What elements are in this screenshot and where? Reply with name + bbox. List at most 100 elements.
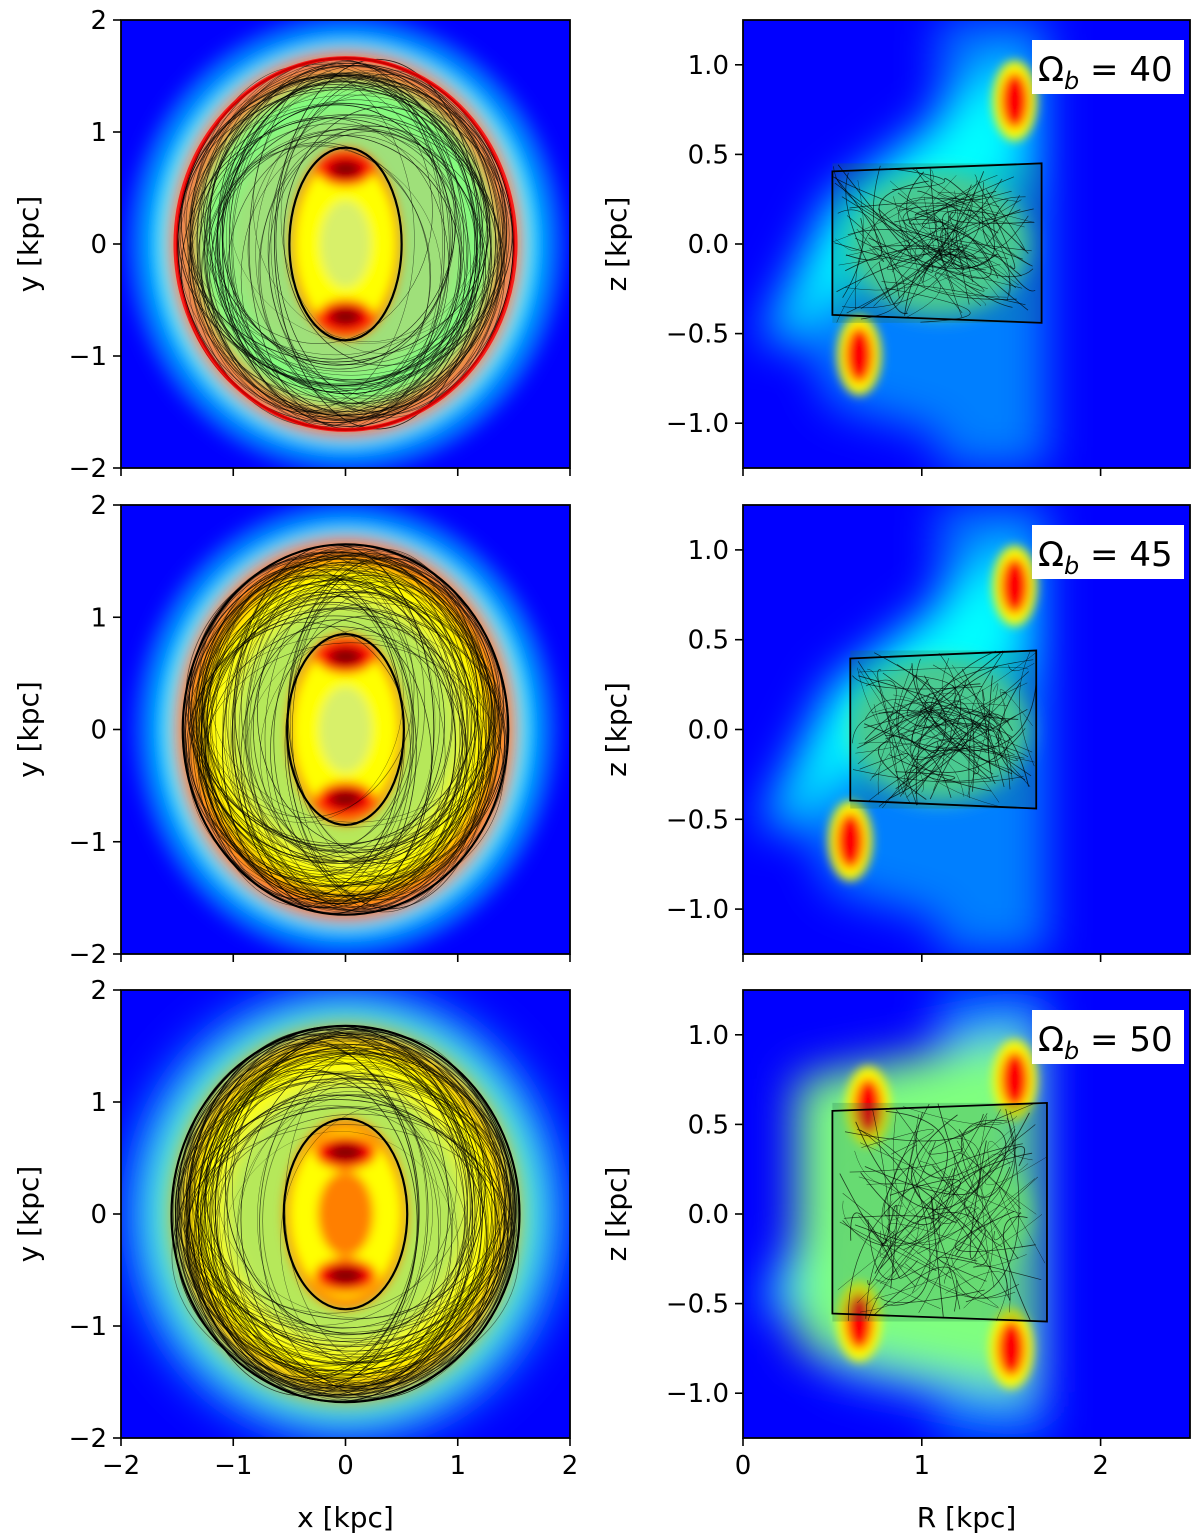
orbit-line — [856, 712, 904, 749]
y-tick-label: 0.0 — [688, 230, 729, 260]
orbit-line — [255, 93, 492, 412]
orbit-line — [879, 1110, 948, 1270]
orbit-line — [961, 668, 1005, 787]
orbit-line — [174, 1077, 518, 1335]
y-tick-label: −2 — [69, 940, 107, 970]
orbit-line — [895, 771, 956, 782]
orbit-line — [924, 675, 1011, 763]
orbit-line — [863, 675, 956, 729]
orbit-line — [213, 1091, 489, 1387]
orbit-line — [191, 1060, 453, 1389]
orbit-outer-envelope — [181, 543, 510, 916]
orbit-line — [930, 1196, 944, 1317]
y-tick-label: −1.0 — [666, 895, 729, 925]
orbit-line — [889, 711, 991, 795]
density-peak — [992, 60, 1037, 141]
orbit-line — [961, 1119, 1019, 1260]
orbit-envelope — [831, 162, 1043, 324]
orbit-line — [896, 664, 913, 737]
orbit-line — [185, 73, 505, 372]
orbit-line — [940, 228, 1022, 277]
x-axis-label: R [kpc] — [917, 1501, 1017, 1534]
heatmap — [743, 505, 1190, 954]
y-tick-label: 0 — [90, 230, 107, 260]
orbit-line — [972, 650, 1029, 713]
orbit-line — [184, 558, 496, 914]
y-tick-label: −1 — [69, 1312, 107, 1342]
orbit-line — [865, 1230, 895, 1319]
orbit-line — [887, 1204, 898, 1289]
orbit-inner-envelope — [282, 1117, 409, 1311]
orbit-line — [904, 1263, 1016, 1299]
orbit-line — [937, 1256, 1042, 1282]
orbit-line — [175, 1062, 489, 1391]
orbit-line — [884, 735, 952, 799]
orbit-line — [203, 1032, 465, 1397]
orbit-line — [874, 1214, 1043, 1300]
orbit-line — [884, 1165, 931, 1306]
orbit-line — [868, 237, 992, 279]
orbit-line — [233, 552, 426, 858]
panel-face-on-50: −2 −1 0 1 2 −2 −1 0 1 2 y [kpc] x [kpc] — [12, 976, 578, 1534]
orbit-line — [858, 668, 924, 793]
orbit-line — [221, 104, 453, 366]
density-peak — [837, 315, 882, 396]
y-tick-label: 1 — [90, 1088, 107, 1118]
orbit-line — [897, 674, 992, 792]
orbit-line — [268, 125, 478, 397]
orbit-line — [849, 202, 980, 255]
orbit-line — [864, 682, 1037, 752]
density-peak-core — [329, 647, 362, 666]
orbit-line — [929, 713, 1013, 800]
orbit-trajectories — [170, 1024, 521, 1404]
orbit-line — [911, 698, 967, 752]
orbit-line — [181, 117, 486, 424]
x-tick-label: 2 — [1092, 1451, 1109, 1481]
orbit-outer-envelope — [170, 1024, 521, 1404]
orbit-line — [858, 675, 1002, 745]
orbit-line — [843, 1215, 941, 1251]
orbit-line — [198, 1094, 509, 1391]
orbit-line — [889, 205, 956, 258]
orbit-line — [214, 1056, 419, 1366]
y-tick-label: −0.5 — [666, 1290, 729, 1320]
orbit-line — [987, 1141, 1010, 1173]
omega-label-text: Ωb = 50 — [1038, 1020, 1173, 1065]
heatmap — [121, 990, 570, 1438]
orbit-line — [292, 553, 487, 910]
orbit-line — [854, 197, 1000, 310]
x-tick-label: 1 — [449, 1451, 466, 1481]
orbit-line — [985, 189, 1025, 251]
orbit-line — [854, 1150, 893, 1185]
orbit-line — [937, 1103, 1011, 1198]
orbit-line — [226, 72, 482, 404]
orbit-envelope — [849, 649, 1038, 810]
orbit-line — [852, 675, 982, 690]
density-peak-core — [329, 308, 362, 326]
orbit-line — [176, 1064, 513, 1364]
orbit-line — [204, 591, 506, 883]
y-axis-label: z [kpc] — [600, 1167, 633, 1262]
orbit-line — [181, 1072, 511, 1333]
orbit-line — [240, 1053, 474, 1387]
panel-side-on-40: Ωb = 40 −1.0 −0.5 0.0 0.5 1.0 z [kpc] — [600, 19, 1191, 476]
y-tick-label: −1 — [69, 828, 107, 858]
orbit-line — [203, 77, 433, 344]
orbit-line — [1019, 651, 1035, 767]
orbit-line — [178, 1052, 482, 1372]
orbit-line — [240, 619, 433, 903]
orbit-line — [177, 1031, 516, 1398]
orbit-line — [936, 174, 977, 204]
orbit-line — [917, 190, 999, 234]
orbit-line — [189, 66, 415, 413]
panel-face-on-40: −2 −1 0 1 2 y [kpc] — [12, 6, 571, 484]
x-tick-label: −1 — [214, 1451, 252, 1481]
orbit-line — [886, 1125, 1016, 1221]
orbit-line — [951, 664, 1005, 722]
orbit-line — [204, 568, 501, 828]
orbit-line — [892, 169, 945, 190]
orbit-line — [183, 564, 496, 909]
orbit-line — [215, 552, 414, 895]
orbit-line — [203, 123, 468, 387]
